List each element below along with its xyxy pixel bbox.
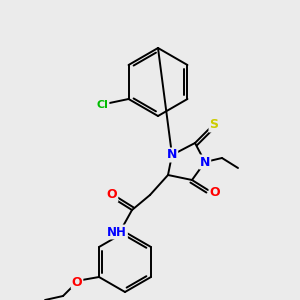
Text: O: O [72, 275, 82, 289]
Text: N: N [167, 148, 177, 161]
Text: O: O [107, 188, 117, 202]
Text: O: O [210, 185, 220, 199]
Text: N: N [200, 155, 210, 169]
Text: NH: NH [107, 226, 127, 238]
Text: S: S [209, 118, 218, 131]
Text: Cl: Cl [97, 100, 109, 110]
